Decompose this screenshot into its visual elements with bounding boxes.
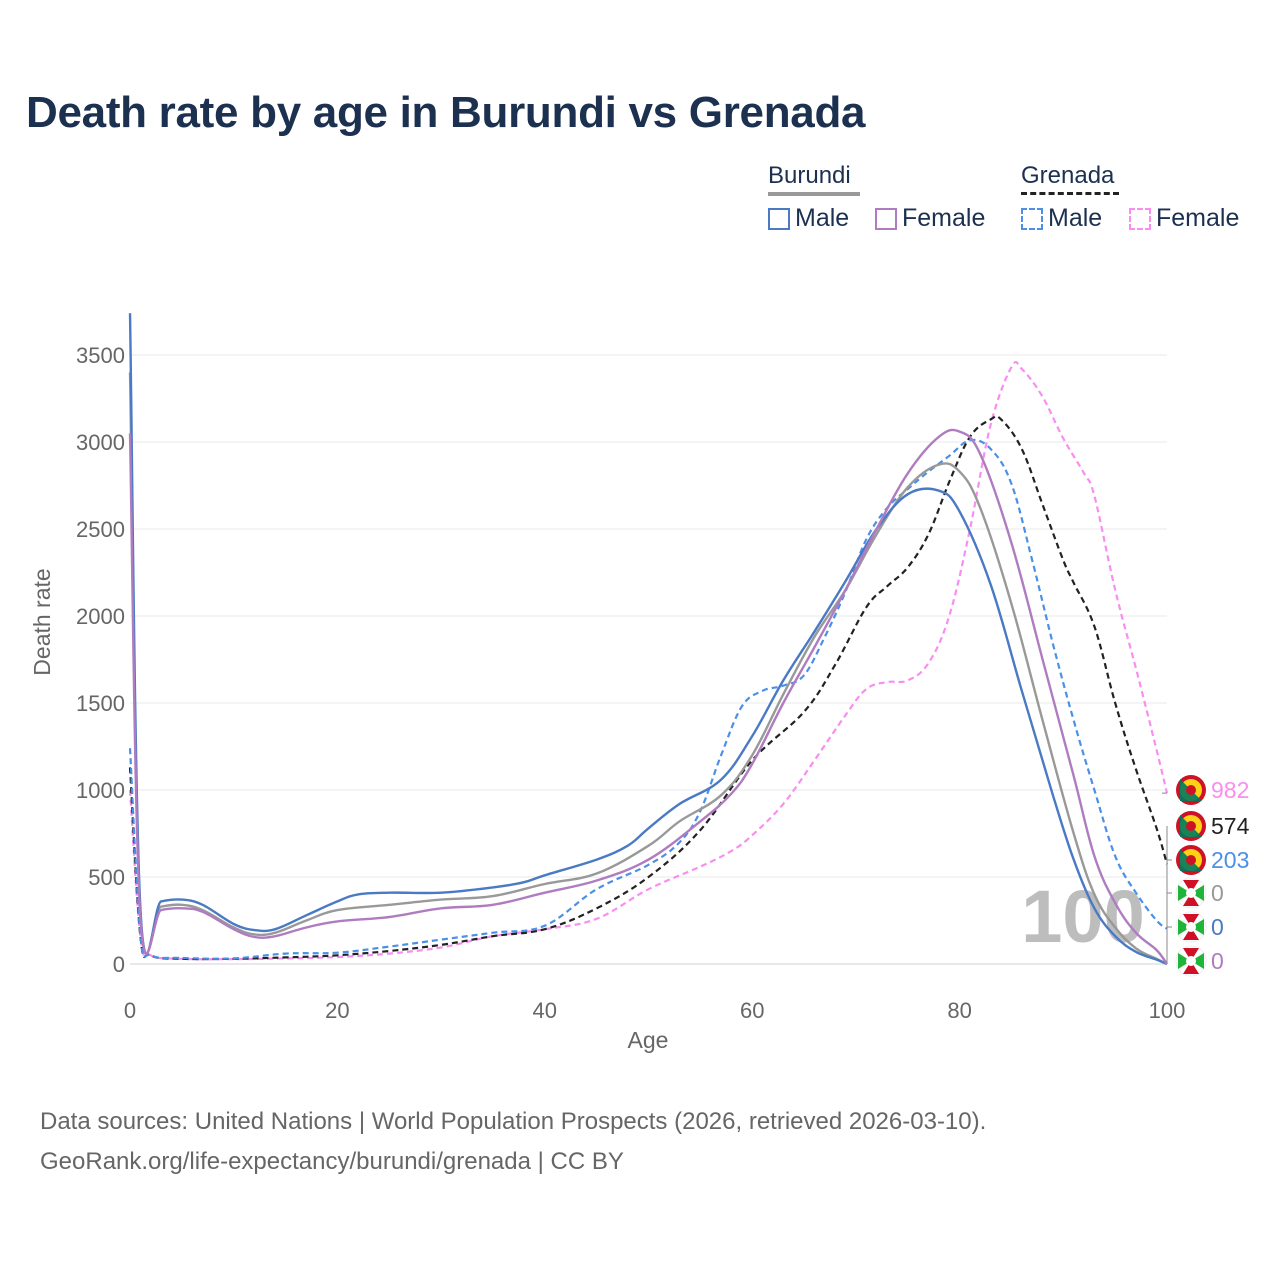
series-line-burundi-female[interactable] xyxy=(128,428,1168,965)
chart-title: Death rate by age in Burundi vs Grenada xyxy=(26,88,866,137)
x-tick-label: 60 xyxy=(740,998,764,1023)
series-line-burundi-total[interactable] xyxy=(128,372,1168,966)
end-label-value: 203 xyxy=(1211,847,1249,873)
end-label-burundi-total: 0 xyxy=(1175,877,1224,909)
burundi-flag-red-bottom xyxy=(1183,893,1199,906)
burundi-flag-red-bottom xyxy=(1183,927,1199,940)
y-tick-label: 1500 xyxy=(76,691,125,716)
legend-label-burundi-male: Male xyxy=(795,204,850,232)
legend-item-burundi-male[interactable]: Male xyxy=(768,204,849,233)
y-tick-label: 500 xyxy=(88,865,125,890)
end-label-value: 0 xyxy=(1211,880,1224,906)
end-label-value: 574 xyxy=(1211,813,1250,839)
x-tick-label: 0 xyxy=(124,998,136,1023)
burundi-flag-green-right xyxy=(1191,919,1204,935)
legend-swatch-burundi-female xyxy=(875,207,897,230)
x-tick-label: 20 xyxy=(325,998,349,1023)
end-label-connector xyxy=(1162,792,1172,964)
legend-swatch-grenada-female xyxy=(1129,207,1151,230)
end-label-grenada-female: 982 xyxy=(1176,775,1249,805)
legend-burundi-line xyxy=(768,192,860,196)
legend-swatch-burundi-male xyxy=(768,207,790,230)
end-label-grenada-male: 203 xyxy=(1176,845,1249,875)
series-line-grenada-total[interactable] xyxy=(128,415,1169,961)
x-axis-label: Age xyxy=(628,1027,669,1053)
legend-group-grenada[interactable]: Grenada xyxy=(1021,162,1115,189)
footer-link[interactable]: GeoRank.org/life-expectancy/burundi/gren… xyxy=(40,1148,624,1175)
series-line-grenada-male[interactable] xyxy=(128,438,1168,960)
y-tick-label: 3500 xyxy=(76,343,125,368)
end-label-burundi-male: 0 xyxy=(1175,911,1224,943)
grid xyxy=(130,354,1167,965)
end-label-burundi-female: 0 xyxy=(1175,945,1224,977)
burundi-flag-green-right xyxy=(1191,885,1204,901)
series-line-burundi-male[interactable] xyxy=(128,313,1168,966)
grenada-flag-center xyxy=(1186,785,1196,795)
burundi-flag-center xyxy=(1186,956,1196,966)
y-tick-label: 0 xyxy=(113,952,125,977)
end-label-value: 0 xyxy=(1211,948,1224,974)
legend-item-burundi-female[interactable]: Female xyxy=(875,204,985,233)
end-label-grenada-total: 574 xyxy=(1176,811,1250,841)
burundi-flag-green-left xyxy=(1178,919,1191,935)
burundi-flag-red-bottom xyxy=(1183,961,1199,974)
end-label-value: 0 xyxy=(1211,914,1224,940)
burundi-flag-red-top xyxy=(1183,948,1199,961)
grenada-flag-center xyxy=(1186,821,1196,831)
y-tick-label: 3000 xyxy=(76,430,125,455)
x-tick-label: 80 xyxy=(947,998,971,1023)
legend-label-grenada-female: Female xyxy=(1156,204,1240,232)
series-lines xyxy=(128,313,1169,966)
y-tick-label: 2500 xyxy=(76,517,125,542)
legend-label-burundi-female: Female xyxy=(902,204,986,232)
y-axis-ticks: 0 500 1000 1500 2000 2500 3000 3500 xyxy=(76,343,125,977)
y-tick-label: 1000 xyxy=(76,778,125,803)
burundi-flag-center xyxy=(1186,888,1196,898)
end-labels: 982 574 203 0 0 0 xyxy=(1162,775,1250,977)
legend-label-grenada-male: Male xyxy=(1048,204,1103,232)
legend-swatch-grenada-male xyxy=(1021,207,1043,230)
burundi-flag-red-top xyxy=(1183,914,1199,927)
y-tick-label: 2000 xyxy=(76,604,125,629)
end-label-value: 982 xyxy=(1211,777,1249,803)
x-axis-ticks: 0 20 40 60 80 100 xyxy=(124,998,1185,1023)
y-axis-label: Death rate xyxy=(29,568,55,675)
legend-item-grenada-female[interactable]: Female xyxy=(1129,204,1239,233)
burundi-flag-center xyxy=(1186,922,1196,932)
grenada-flag-center xyxy=(1186,855,1196,865)
legend-grenada-line xyxy=(1021,192,1119,195)
burundi-flag-green-left xyxy=(1178,885,1191,901)
footer-sources: Data sources: United Nations | World Pop… xyxy=(40,1108,987,1135)
burundi-flag-red-top xyxy=(1183,880,1199,893)
x-tick-label: 40 xyxy=(533,998,557,1023)
burundi-flag-green-left xyxy=(1178,953,1191,969)
x-tick-label: 100 xyxy=(1149,998,1186,1023)
legend-group-burundi[interactable]: Burundi xyxy=(768,162,851,189)
burundi-flag-green-right xyxy=(1191,953,1204,969)
series-line-grenada-female[interactable] xyxy=(128,360,1169,961)
legend-item-grenada-male[interactable]: Male xyxy=(1021,204,1102,233)
